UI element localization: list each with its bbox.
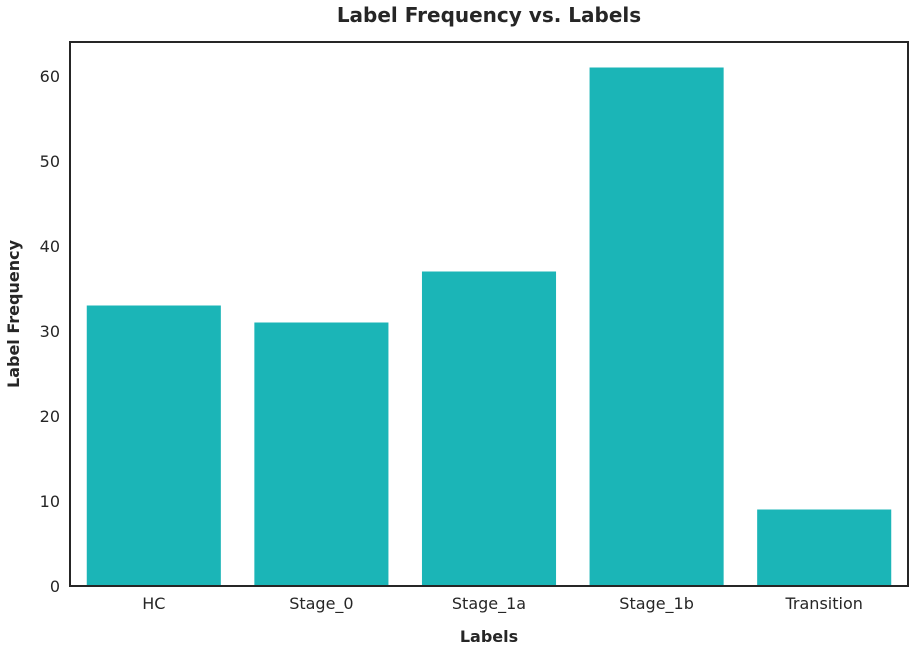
y-tick-label: 30 <box>40 322 60 341</box>
y-axis-ticks: 0 10 20 30 40 50 60 <box>40 67 60 596</box>
y-tick-label: 10 <box>40 492 60 511</box>
x-axis-ticks: HC Stage_0 Stage_1a Stage_1b Transition <box>142 594 863 614</box>
bar-stage-1a <box>421 271 557 586</box>
y-tick-label: 0 <box>50 577 60 596</box>
y-tick-label: 40 <box>40 237 60 256</box>
y-axis-label: Label Frequency <box>4 239 23 388</box>
y-tick-label: 20 <box>40 407 60 426</box>
chart-title: Label Frequency vs. Labels <box>337 3 641 27</box>
x-tick-label: HC <box>142 594 165 613</box>
x-tick-label: Transition <box>785 594 863 613</box>
plot-frame <box>69 41 909 587</box>
y-tick-label: 60 <box>40 67 60 86</box>
x-tick-label: Stage_1b <box>619 594 694 614</box>
x-axis-label: Labels <box>460 627 518 646</box>
bar-hc <box>86 305 221 586</box>
y-tick-label: 50 <box>40 152 60 171</box>
bars-layer <box>86 67 892 586</box>
bar-stage-0 <box>254 322 389 586</box>
x-tick-label: Stage_0 <box>289 594 353 614</box>
bar-stage-1b <box>589 67 724 586</box>
bar-transition <box>757 509 892 586</box>
x-tick-label: Stage_1a <box>452 594 526 614</box>
